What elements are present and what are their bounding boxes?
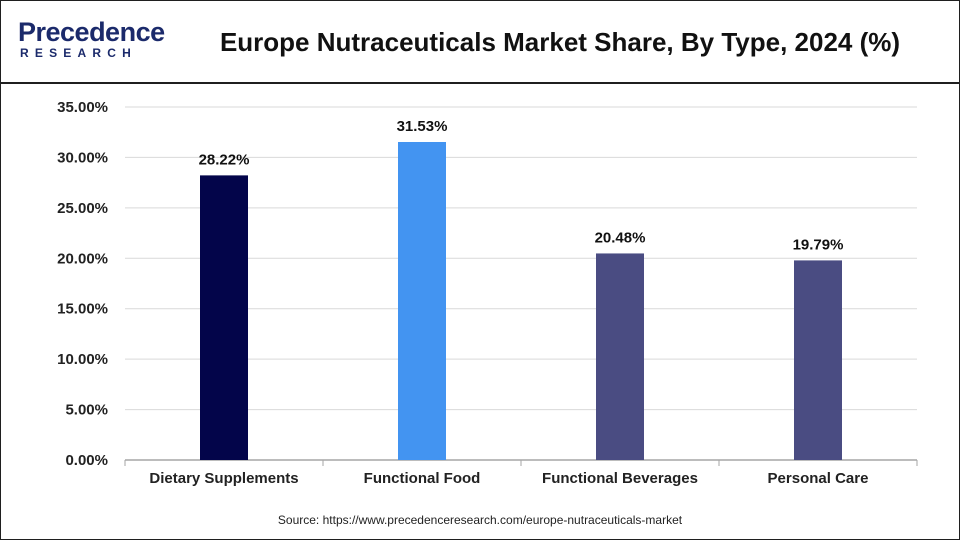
- x-tick-label: Functional Beverages: [542, 470, 698, 487]
- data-label: 20.48%: [595, 229, 646, 246]
- data-label: 19.79%: [793, 236, 844, 253]
- y-tick-label: 10.00%: [57, 351, 108, 368]
- y-tick-label: 0.00%: [65, 452, 108, 469]
- bar-chart: 0.00% 5.00% 10.00% 15.00% 20.00% 25.00% 30.00%…: [57, 99, 918, 487]
- x-tick-label: Personal Care: [768, 470, 869, 487]
- y-tick-label: 35.00%: [57, 99, 108, 116]
- logo-subtitle: RESEARCH: [20, 46, 137, 60]
- data-label: 28.22%: [199, 151, 250, 168]
- bar: [794, 260, 842, 460]
- bar: [398, 141, 446, 460]
- x-tick-label: Dietary Supplements: [149, 470, 298, 487]
- x-tick-label: Functional Food: [364, 470, 481, 487]
- y-tick-label: 30.00%: [57, 149, 108, 166]
- y-tick-label: 20.00%: [57, 250, 108, 267]
- brand-logo: Precedence RESEARCH: [18, 17, 168, 63]
- y-tick-label: 15.00%: [57, 301, 108, 318]
- source-note: Source: https://www.precedenceresearch.c…: [277, 513, 683, 527]
- logo-wordmark: Precedence: [18, 17, 165, 47]
- bar: [200, 175, 248, 460]
- data-label: 31.53%: [397, 118, 448, 135]
- chart-title: Europe Nutraceuticals Market Share, By T…: [219, 27, 901, 57]
- chart-header: Precedence RESEARCH Europe Nutraceutical…: [0, 0, 960, 84]
- y-tick-label: 25.00%: [57, 200, 108, 217]
- y-tick-label: 5.00%: [65, 402, 108, 419]
- bar: [596, 253, 644, 460]
